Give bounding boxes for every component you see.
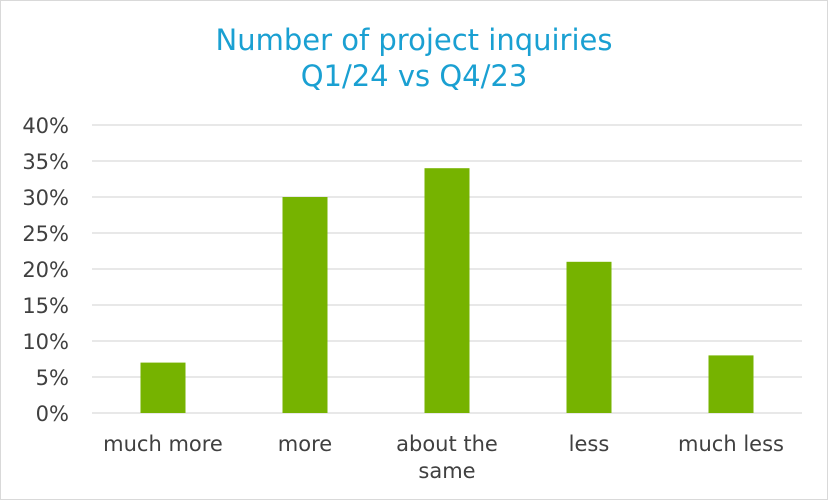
bar [708, 355, 754, 413]
y-tick-label: 20% [22, 258, 69, 282]
x-tick-label: much less [678, 432, 784, 456]
y-tick-label: 30% [22, 186, 69, 210]
y-tick-label: 5% [36, 366, 69, 390]
x-tick-label: much more [103, 432, 223, 456]
chart-title: Number of project inquiries Q1/24 vs Q4/… [0, 22, 828, 94]
x-tick-label: same [418, 459, 475, 483]
bar [140, 362, 186, 413]
bar [282, 197, 328, 413]
chart-title-line-2: Q1/24 vs Q4/23 [300, 59, 528, 93]
y-tick-label: 15% [22, 294, 69, 318]
y-tick-label: 0% [36, 402, 69, 426]
x-tick-label: more [278, 432, 332, 456]
bar [566, 261, 612, 413]
y-tick-label: 35% [22, 150, 69, 174]
chart-title-line-1: Number of project inquiries [215, 23, 613, 57]
y-tick-label: 10% [22, 330, 69, 354]
y-tick-label: 40% [22, 114, 69, 138]
bar [424, 168, 470, 413]
x-tick-label: about the [396, 432, 498, 456]
y-tick-label: 25% [22, 222, 69, 246]
x-tick-label: less [569, 432, 610, 456]
